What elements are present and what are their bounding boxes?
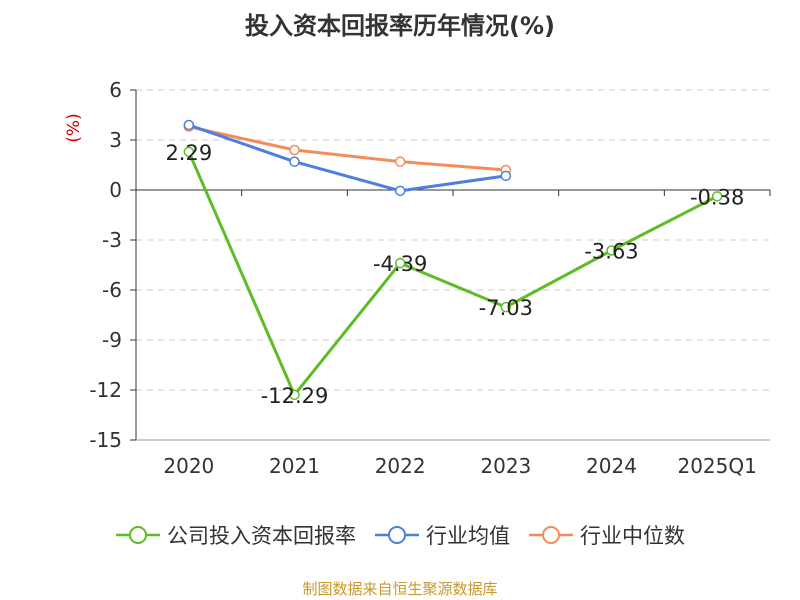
series-line xyxy=(188,125,506,172)
data-label: -7.03 xyxy=(479,296,533,320)
data-point xyxy=(606,245,617,256)
x-tick-label: 2022 xyxy=(375,454,426,478)
y-tick-label: -12 xyxy=(89,378,122,402)
data-label: 2.29 xyxy=(165,141,212,165)
series-line xyxy=(187,151,718,397)
data-label: -4.39 xyxy=(373,252,427,276)
x-tick-label: 2025Q1 xyxy=(677,454,756,478)
data-point xyxy=(711,191,723,202)
data-point xyxy=(289,156,300,167)
data-point xyxy=(183,119,195,131)
legend-swatch xyxy=(529,526,573,544)
grid-lines xyxy=(136,89,770,441)
legend-item[interactable]: 行业中位数 xyxy=(528,520,685,550)
x-tick-label: 2021 xyxy=(269,454,320,478)
line-chart: 6 3 0 -3 -6 -9 -12 -15 2020 2021 2022 2023 2024 2025Q… xyxy=(64,78,771,478)
legend-marker xyxy=(542,526,560,544)
x-tick-label: 2020 xyxy=(163,454,214,478)
y-tick-label: -3 xyxy=(102,228,122,252)
x-tick-label: 2023 xyxy=(480,454,531,478)
data-label: -0.38 xyxy=(690,185,744,209)
series-layer xyxy=(183,119,723,401)
legend-item[interactable]: 公司投入资本回报率 xyxy=(115,520,356,550)
series-1 xyxy=(183,119,512,197)
legend-marker xyxy=(388,526,406,544)
data-point xyxy=(289,144,300,156)
y-tick-label: 6 xyxy=(109,78,122,102)
data-point xyxy=(394,156,406,167)
series-2 xyxy=(183,121,512,176)
legend-item[interactable]: 行业均值 xyxy=(374,520,510,550)
y-axis-label: (%) xyxy=(64,113,84,142)
source-note: 制图数据来自恒生聚源数据库 xyxy=(302,580,498,598)
x-tick-label: 2024 xyxy=(586,454,637,478)
y-tick-label: 3 xyxy=(109,128,122,152)
chart-title: 投入资本回报率历年情况(%) xyxy=(245,12,555,40)
series-line xyxy=(188,123,507,193)
data-label: -12.29 xyxy=(261,384,329,408)
legend-label: 行业均值 xyxy=(426,524,510,548)
y-tick-label: -9 xyxy=(102,328,122,352)
data-point xyxy=(183,146,195,158)
data-label: -3.63 xyxy=(584,240,638,264)
data-point xyxy=(289,389,300,401)
data-labels: 2.29 -12.29 -4.39 -7.03 -3.63 -0.38 xyxy=(165,141,744,408)
legend-label: 公司投入资本回报率 xyxy=(167,524,356,548)
y-tick-label: 0 xyxy=(109,178,122,202)
data-point xyxy=(394,185,406,197)
axes: 6 3 0 -3 -6 -9 -12 -15 2020 2021 2022 2023 2024 2025Q… xyxy=(64,78,771,478)
y-tick-label: -6 xyxy=(102,278,122,302)
data-point xyxy=(500,170,512,182)
data-point xyxy=(394,257,406,269)
legend-label: 行业中位数 xyxy=(580,524,685,548)
series-0 xyxy=(183,146,723,401)
y-tick-label: -15 xyxy=(89,428,122,452)
legend: 公司投入资本回报率 行业均值 行业中位数 xyxy=(0,520,800,550)
data-point xyxy=(500,301,512,313)
legend-swatch xyxy=(375,526,419,544)
legend-swatch xyxy=(116,526,160,544)
legend-marker xyxy=(129,526,147,544)
